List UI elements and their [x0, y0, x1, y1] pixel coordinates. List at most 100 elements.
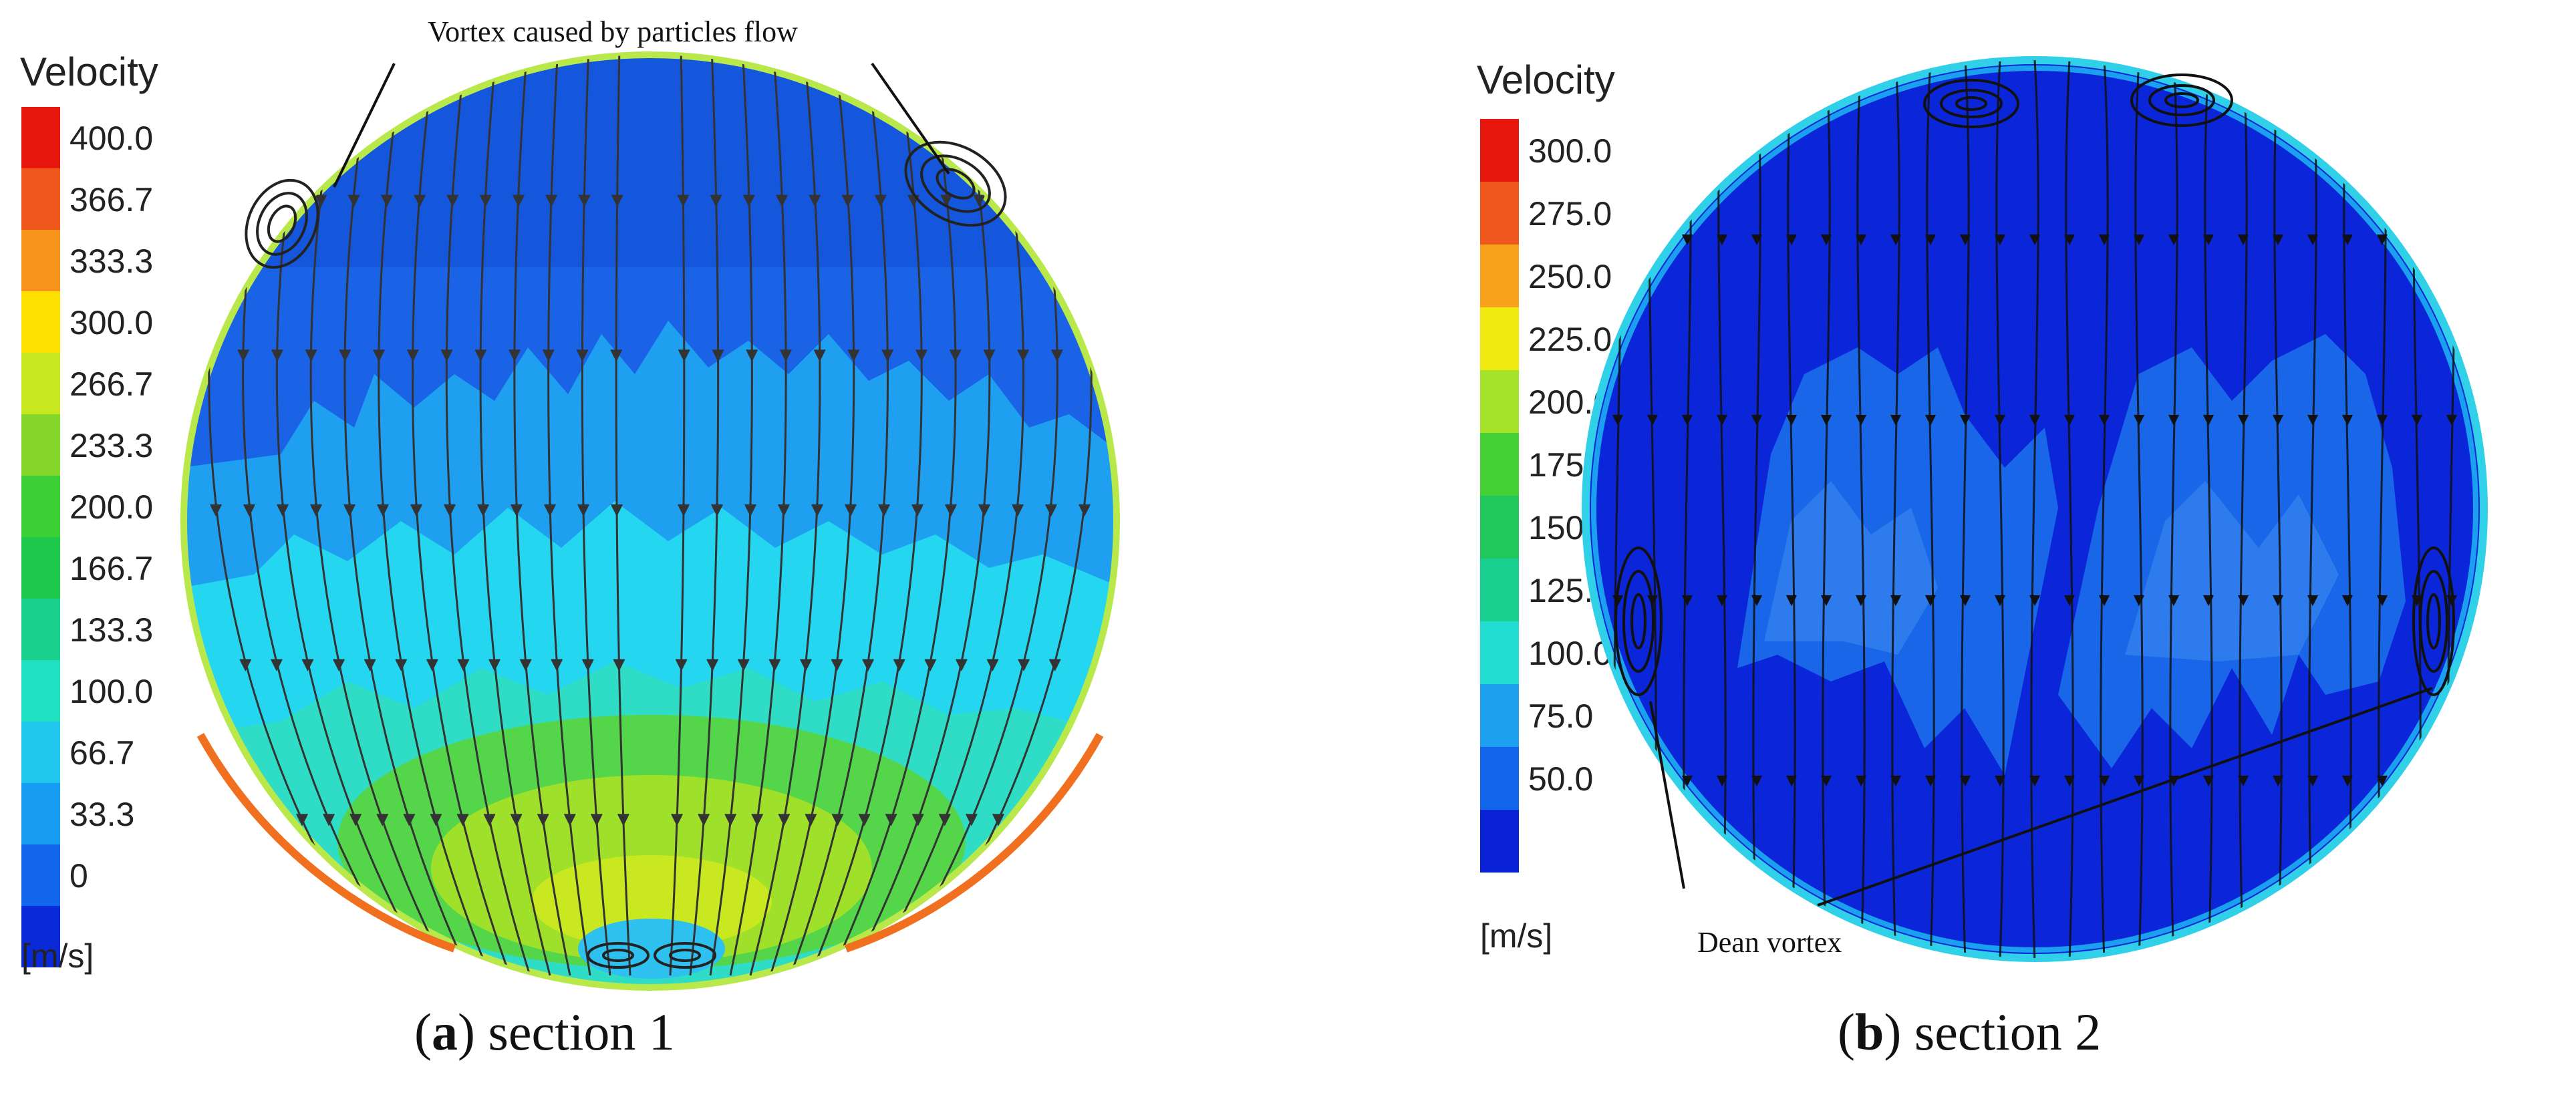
legend-a-tick-label: 300.0 — [69, 304, 153, 341]
flow-arrow — [406, 349, 419, 362]
flow-arrow — [610, 349, 623, 362]
flow-arrow — [2377, 234, 2388, 246]
legend-a-tick-label: 200.0 — [69, 488, 153, 526]
annotation-leader-dean-right — [1817, 687, 2433, 907]
flow-arrow — [310, 504, 322, 517]
flow-arrow — [474, 349, 487, 362]
flow-arrow — [479, 194, 492, 207]
flow-arrow — [1048, 659, 1061, 671]
flow-arrow — [2307, 775, 2318, 787]
flow-arrow — [519, 659, 532, 671]
legend-b-tick-label: 100.0 — [1528, 635, 1612, 672]
caption-b: (b) section 2 — [1838, 1003, 2102, 1061]
flow-arrow — [2412, 234, 2422, 246]
flow-arrow — [2203, 775, 2214, 787]
legend-b-tick-label: 50.0 — [1528, 760, 1593, 798]
legend-a-tick-label: 233.3 — [69, 427, 153, 464]
flow-arrow — [973, 194, 986, 207]
flow-arrow — [845, 504, 857, 517]
streamline — [1822, 60, 1831, 958]
flow-arrow — [611, 504, 623, 517]
flow-arrow — [915, 349, 927, 362]
flow-arrow — [2064, 775, 2075, 787]
flow-arrow — [2307, 595, 2318, 607]
flow-arrow — [1751, 595, 1762, 607]
flow-arrow — [381, 194, 393, 207]
flow-arrow — [2377, 414, 2388, 426]
flow-arrow — [2238, 775, 2249, 787]
flow-arrow — [581, 659, 594, 671]
flow-arrow — [373, 349, 385, 362]
caption-text-b: section 2 — [1901, 1003, 2102, 1061]
flow-arrow — [1682, 414, 1693, 426]
flow-arrow — [841, 194, 854, 207]
legend-a-tick-label: 333.3 — [69, 243, 153, 280]
flow-arrow — [210, 504, 222, 517]
streamline — [615, 55, 631, 976]
legend-a-tick-label: 0 — [69, 857, 88, 895]
legend-b-color-block — [1480, 245, 1519, 307]
flow-arrow — [742, 194, 755, 207]
flow-arrow — [617, 813, 629, 826]
flow-arrow — [2099, 234, 2110, 246]
flow-arrow — [2134, 234, 2144, 246]
flow-arrow — [611, 194, 623, 207]
streamline — [1961, 60, 1970, 958]
flow-arrow — [675, 659, 688, 671]
flow-arrow — [2029, 775, 2040, 787]
flow-arrow — [858, 813, 871, 826]
flow-arrow — [776, 194, 788, 207]
vortex-top-left — [245, 178, 319, 269]
flow-arrow — [1717, 595, 1727, 607]
flow-arrow — [2168, 414, 2179, 426]
annotation-leader-dean-left — [1649, 701, 1685, 889]
annotation-vortex-particles: Vortex caused by particles flow — [428, 15, 798, 48]
flow-arrow — [2168, 595, 2179, 607]
flow-arrow — [488, 659, 500, 671]
flow-arrow — [2307, 234, 2318, 246]
streamline — [709, 55, 753, 976]
legend-a-color-block — [21, 783, 60, 844]
flow-arrow — [831, 659, 843, 671]
flow-arrow — [395, 659, 408, 671]
flow-arrow — [847, 349, 860, 362]
flow-arrow — [1856, 234, 1866, 246]
flow-arrow — [965, 813, 978, 826]
flow-arrow — [1890, 775, 1901, 787]
flow-arrow — [2446, 775, 2457, 787]
flow-arrow — [911, 504, 923, 517]
flow-arrow — [1050, 349, 1063, 362]
flow-arrow — [780, 349, 792, 362]
legend-a-tick-label: 33.3 — [69, 796, 134, 833]
streamline — [513, 55, 571, 976]
flow-arrow — [800, 659, 812, 671]
legend-b-tick-label: 75.0 — [1528, 697, 1593, 735]
flow-arrow — [1751, 775, 1762, 787]
flow-arrow — [426, 659, 438, 671]
flow-arrow — [778, 504, 790, 517]
flow-arrow — [1072, 194, 1085, 207]
flow-arrow — [1647, 775, 1658, 787]
caption-a: (a) section 1 — [414, 1003, 675, 1061]
flow-arrow — [1717, 775, 1727, 787]
flow-arrow — [956, 659, 968, 671]
streamline — [789, 55, 889, 976]
flow-arrow — [698, 813, 710, 826]
vortex-top-right — [904, 140, 1007, 227]
flow-arrow — [744, 504, 756, 517]
flow-arrow — [377, 504, 389, 517]
flow-arrow — [1995, 595, 2005, 607]
flow-arrow — [282, 194, 295, 207]
streamline — [689, 55, 720, 976]
flow-arrow — [2446, 234, 2457, 246]
flow-arrow — [831, 813, 844, 826]
legend-a-color-block — [21, 476, 60, 537]
flow-arrow — [544, 504, 556, 517]
flow-arrow — [2064, 414, 2075, 426]
flow-arrow — [2203, 414, 2214, 426]
caption-letter-a: a — [431, 1003, 458, 1061]
flow-arrow — [751, 813, 764, 826]
vortex-top-pair-b — [1923, 73, 2233, 128]
flow-arrow — [1717, 414, 1727, 426]
flow-arrow — [2134, 775, 2144, 787]
